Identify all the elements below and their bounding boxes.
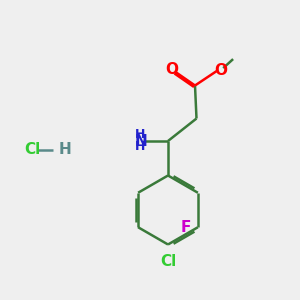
Text: F: F bbox=[181, 220, 191, 235]
Text: H: H bbox=[135, 128, 145, 142]
Text: O: O bbox=[214, 63, 228, 78]
Text: H: H bbox=[135, 140, 145, 154]
Text: H: H bbox=[58, 142, 71, 158]
Text: N: N bbox=[135, 134, 147, 148]
Text: Cl: Cl bbox=[24, 142, 40, 158]
Text: O: O bbox=[165, 62, 178, 77]
Text: Cl: Cl bbox=[160, 254, 176, 268]
